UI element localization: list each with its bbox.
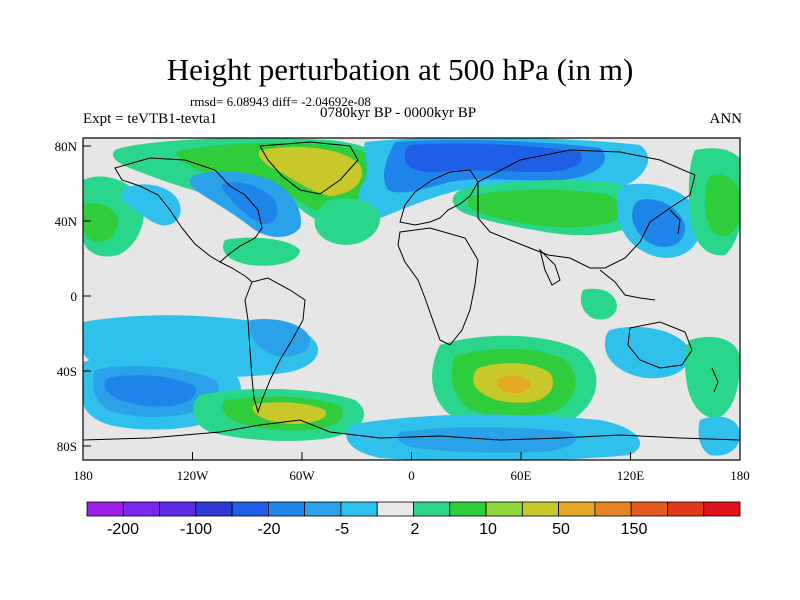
colorbar-label: 2 bbox=[411, 521, 420, 538]
y-tick-label: 0 bbox=[71, 289, 78, 304]
axis-ticks bbox=[82, 145, 741, 460]
colorbar-swatch bbox=[231, 501, 269, 517]
y-tick-label: 40N bbox=[55, 214, 78, 229]
colorbar-label: 50 bbox=[552, 521, 570, 538]
colorbar-swatch bbox=[195, 501, 233, 517]
contour-field bbox=[83, 138, 740, 460]
coast-asia bbox=[477, 149, 696, 269]
coast-australia bbox=[627, 321, 693, 369]
contour-npac-lime bbox=[704, 174, 740, 237]
colorbar bbox=[86, 501, 741, 517]
x-tick-label: 120W bbox=[177, 468, 210, 483]
contour-sp-low-dblue bbox=[104, 375, 197, 407]
coast-south-america bbox=[244, 277, 306, 414]
contour-ind-green bbox=[580, 288, 617, 320]
contour-greenland-yellow bbox=[258, 146, 362, 196]
period-label: 0780kyr BP - 0000kyr BP bbox=[320, 105, 477, 121]
colorbar-swatch bbox=[667, 501, 705, 517]
colorbar-swatch bbox=[630, 501, 668, 517]
contour-si-orange bbox=[496, 375, 531, 394]
contour-arctic-dblue bbox=[404, 143, 582, 173]
colorbar-labels: -200 -100 -20 -5 2 10 50 150 bbox=[107, 521, 647, 538]
colorbar-label: -200 bbox=[107, 521, 139, 538]
y-tick-label: 80S bbox=[57, 439, 77, 454]
contour-natl-green bbox=[314, 198, 381, 245]
x-tick-label: 180 bbox=[73, 468, 93, 483]
colorbar-swatch bbox=[267, 501, 306, 517]
coast-india bbox=[539, 248, 561, 286]
coast-north-america bbox=[114, 157, 263, 263]
experiment-label: Expt = teVTB1-tevta1 bbox=[83, 111, 218, 127]
x-tick-label: 0 bbox=[408, 468, 415, 483]
contour-so-yellow bbox=[252, 402, 327, 424]
colorbar-label: -20 bbox=[257, 521, 280, 538]
coast-europe bbox=[399, 169, 479, 226]
colorbar-swatch bbox=[86, 501, 124, 517]
colorbar-swatch bbox=[594, 501, 632, 517]
coast-new-zealand bbox=[711, 367, 719, 393]
coast-greenland bbox=[259, 141, 359, 195]
x-tick-label: 60E bbox=[511, 468, 532, 483]
colorbar-swatch bbox=[449, 501, 487, 517]
colorbar-swatch bbox=[122, 501, 160, 517]
colorbar-swatch bbox=[703, 501, 741, 517]
coast-antarctica bbox=[83, 419, 740, 441]
contour-aus-lblue bbox=[605, 326, 691, 379]
colorbar-label: 150 bbox=[621, 521, 648, 538]
contour-wpac-lime bbox=[83, 203, 119, 242]
coast-se-asia bbox=[599, 269, 656, 301]
colorbar-swatch bbox=[304, 501, 342, 517]
season-label: ANN bbox=[709, 111, 743, 127]
coastlines bbox=[83, 141, 740, 441]
colorbar-label: 10 bbox=[479, 521, 497, 538]
coast-central-america bbox=[219, 261, 253, 283]
y-tick-label: 80N bbox=[55, 139, 78, 154]
colorbar-swatch bbox=[558, 501, 596, 517]
contour-ant-blue bbox=[397, 427, 576, 453]
colorbar-label: -100 bbox=[180, 521, 212, 538]
colorbar-label: -5 bbox=[335, 521, 349, 538]
colorbar-swatch bbox=[485, 501, 523, 517]
colorbar-swatch bbox=[340, 501, 378, 517]
x-tick-label: 180 bbox=[730, 468, 750, 483]
x-tick-label: 60W bbox=[289, 468, 315, 483]
contour-asia-lime bbox=[467, 189, 623, 228]
contour-sep-lblue bbox=[698, 416, 740, 456]
colorbar-swatch bbox=[521, 501, 560, 517]
rmsd-stats: rmsd= 6.08943 diff= -2.04692e-08 bbox=[190, 94, 371, 109]
y-tick-label: 40S bbox=[57, 364, 77, 379]
coast-africa bbox=[397, 227, 479, 346]
colorbar-swatch bbox=[159, 501, 197, 517]
contour-spac-blue bbox=[249, 319, 311, 357]
contour-namer-blue bbox=[121, 184, 181, 226]
x-tick-labels: 180 120W 60W 0 60E 120E 180 bbox=[73, 468, 750, 483]
colorbar-swatch bbox=[376, 501, 414, 517]
contour-canada-dblue bbox=[222, 182, 278, 225]
plot-title: Height perturbation at 500 hPa (in m) bbox=[166, 52, 634, 87]
colorbar-swatch bbox=[413, 501, 451, 517]
y-tick-labels: 80N 40N 0 40S 80S bbox=[55, 139, 78, 454]
contour-sep-green bbox=[684, 336, 740, 419]
x-tick-label: 120E bbox=[617, 468, 645, 483]
coast-japan bbox=[669, 209, 681, 235]
